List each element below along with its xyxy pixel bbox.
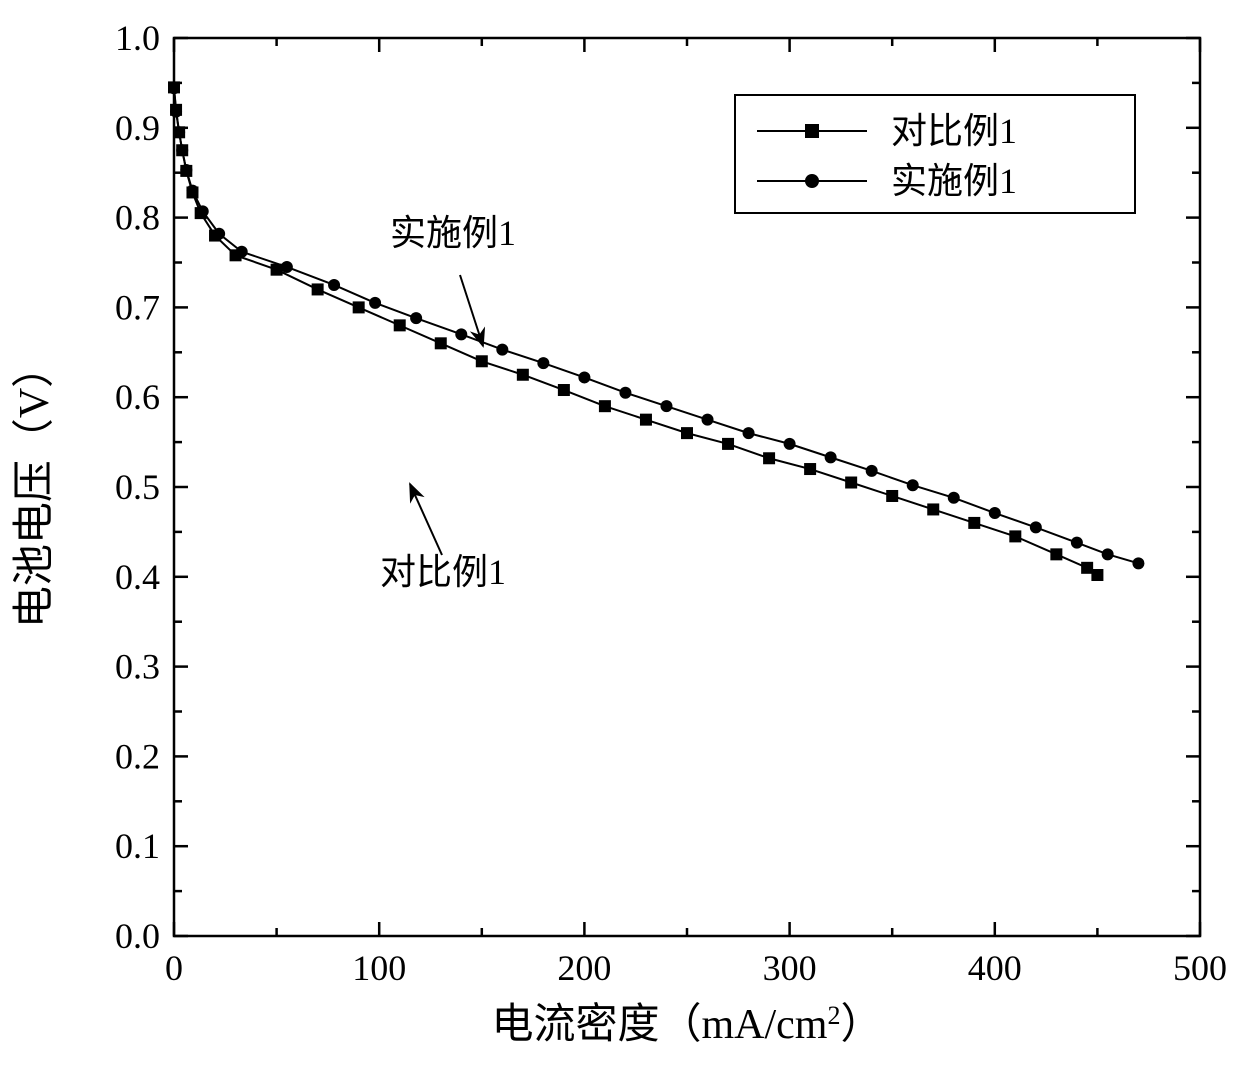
marker-circle (537, 357, 549, 369)
marker-circle (825, 451, 837, 463)
y-tick-label: 0.7 (115, 287, 160, 327)
marker-square (763, 452, 775, 464)
marker-square (1009, 530, 1021, 542)
marker-circle (197, 205, 209, 217)
y-tick-label: 0.8 (115, 198, 160, 238)
marker-square (805, 124, 819, 138)
x-tick-label: 0 (165, 948, 183, 988)
marker-circle (784, 438, 796, 450)
marker-square (1091, 569, 1103, 581)
marker-circle (989, 507, 1001, 519)
x-tick-label: 500 (1173, 948, 1227, 988)
legend-label: 对比例1 (891, 111, 1017, 151)
x-axis-label: 电流密度（mA/cm2） (492, 1001, 883, 1049)
marker-circle (619, 387, 631, 399)
marker-square (1081, 562, 1093, 574)
marker-square (517, 369, 529, 381)
marker-square (394, 319, 406, 331)
y-tick-label: 0.4 (115, 557, 160, 597)
marker-square (435, 337, 447, 349)
marker-circle (236, 246, 248, 258)
marker-square (927, 503, 939, 515)
marker-square (476, 355, 488, 367)
polarization-chart: 0 100 200 300 400 500 0.0 0.1 0.2 0.3 0.4 0.5 0.6 0.7… (0, 0, 1240, 1081)
marker-circle (743, 427, 755, 439)
marker-square (1050, 548, 1062, 560)
y-tick-label: 0.5 (115, 467, 160, 507)
marker-circle (328, 279, 340, 291)
marker-circle (578, 371, 590, 383)
marker-square (968, 517, 980, 529)
marker-circle (213, 228, 225, 240)
y-tick-label: 0.3 (115, 647, 160, 687)
marker-circle (660, 400, 672, 412)
annotation-label: 实施例1 (390, 213, 516, 253)
marker-circle (176, 144, 188, 156)
marker-circle (281, 261, 293, 273)
marker-circle (1132, 557, 1144, 569)
marker-circle (168, 82, 180, 94)
marker-circle (170, 106, 182, 118)
marker-circle (180, 164, 192, 176)
marker-circle (496, 344, 508, 356)
annotation-0: 实施例1 (390, 213, 516, 346)
marker-circle (369, 297, 381, 309)
marker-circle (186, 185, 198, 197)
marker-square (599, 400, 611, 412)
marker-circle (866, 465, 878, 477)
marker-circle (173, 126, 185, 138)
marker-circle (1102, 548, 1114, 560)
annotation-arrow (410, 484, 442, 555)
marker-square (886, 490, 898, 502)
marker-circle (702, 414, 714, 426)
legend: 对比例1 实施例1 (735, 95, 1135, 213)
marker-square (353, 301, 365, 313)
legend-label: 实施例1 (891, 161, 1017, 201)
marker-circle (455, 328, 467, 340)
y-tick-label: 0.1 (115, 826, 160, 866)
marker-square (312, 283, 324, 295)
annotation-1: 对比例1 (380, 484, 506, 592)
y-tick-label: 0.2 (115, 736, 160, 776)
x-tick-label: 200 (557, 948, 611, 988)
marker-circle (805, 174, 819, 188)
annotation-label: 对比例1 (380, 552, 506, 592)
marker-circle (948, 492, 960, 504)
marker-square (640, 414, 652, 426)
marker-circle (1030, 521, 1042, 533)
marker-circle (907, 479, 919, 491)
x-tick-label: 100 (352, 948, 406, 988)
marker-circle (410, 312, 422, 324)
y-tick-label: 0.6 (115, 377, 160, 417)
chart-container: 0 100 200 300 400 500 0.0 0.1 0.2 0.3 0.4 0.5 0.6 0.7… (0, 0, 1240, 1081)
marker-circle (1071, 537, 1083, 549)
marker-square (845, 477, 857, 489)
y-tick-label: 1.0 (115, 18, 160, 58)
marker-square (722, 438, 734, 450)
y-axis-label: 电池电压（V） (12, 346, 58, 628)
x-tick-label: 300 (763, 948, 817, 988)
marker-square (681, 427, 693, 439)
x-tick-label: 400 (968, 948, 1022, 988)
marker-square (558, 384, 570, 396)
y-tick-label: 0.9 (115, 108, 160, 148)
marker-square (804, 463, 816, 475)
y-tick-label: 0.0 (115, 916, 160, 956)
